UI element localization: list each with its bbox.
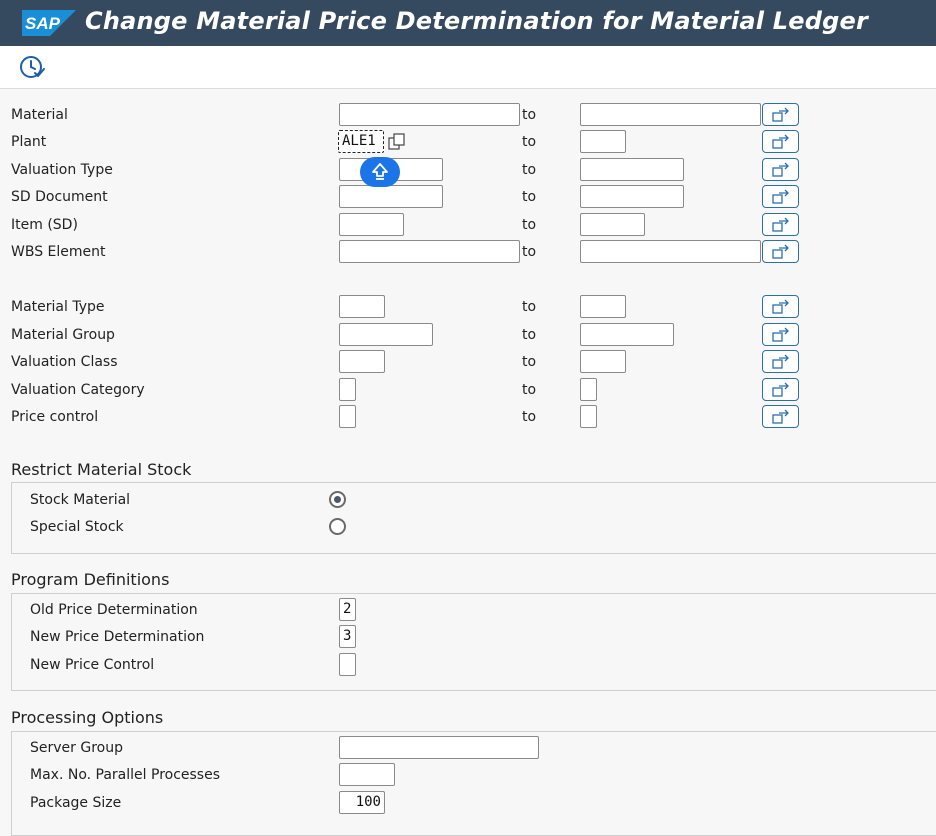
- multiple-selection-button[interactable]: [762, 185, 799, 208]
- to-label: to: [522, 409, 537, 425]
- server-group-label: Server Group: [30, 740, 123, 756]
- stock-material-label: Stock Material: [30, 492, 131, 508]
- material-type-to-input[interactable]: [580, 295, 626, 318]
- old-price-determination-input[interactable]: 2: [339, 598, 356, 621]
- multiple-selection-button[interactable]: [762, 130, 799, 153]
- to-label: to: [522, 327, 537, 343]
- label-plant: Plant: [11, 134, 47, 150]
- to-label: to: [522, 354, 537, 370]
- svg-text:SAP: SAP: [25, 14, 61, 33]
- valuation-category-to-input[interactable]: [580, 378, 597, 401]
- new-price-control-input[interactable]: [339, 653, 356, 676]
- valuation-type-to-input[interactable]: [580, 158, 684, 181]
- label-item-sd: Item (SD): [11, 217, 78, 233]
- label-sd-document: SD Document: [11, 189, 108, 205]
- material-group-to-input[interactable]: [580, 323, 674, 346]
- label-valuation-class: Valuation Class: [11, 354, 118, 370]
- item-sd-to-input[interactable]: [580, 213, 645, 236]
- plant-to-input[interactable]: [580, 130, 626, 153]
- label-material: Material: [11, 107, 68, 123]
- multiple-selection-icon: [772, 217, 789, 232]
- to-label: to: [522, 189, 537, 205]
- new-price-determination-label: New Price Determination: [30, 629, 205, 645]
- multiple-selection-button[interactable]: [762, 213, 799, 236]
- application-toolbar: [0, 46, 936, 89]
- multiple-selection-icon: [772, 409, 789, 424]
- to-label: to: [522, 299, 537, 315]
- label-material-type: Material Type: [11, 299, 105, 315]
- new-price-determination-input[interactable]: 3: [339, 625, 356, 648]
- multiple-selection-button[interactable]: [762, 323, 799, 346]
- multiple-selection-icon: [772, 299, 789, 314]
- material-group-from-input[interactable]: [339, 323, 433, 346]
- valuation-category-from-input[interactable]: [339, 378, 356, 401]
- special-stock-label: Special Stock: [30, 519, 124, 535]
- multiple-selection-icon: [772, 354, 789, 369]
- title-bar: SAP Change Material Price Determination …: [0, 0, 936, 46]
- to-label: to: [522, 107, 537, 123]
- section-title-program-definitions: Program Definitions: [11, 570, 170, 589]
- new-price-control-label: New Price Control: [30, 657, 155, 673]
- multiple-selection-button[interactable]: [762, 405, 799, 428]
- multiple-selection-icon: [772, 189, 789, 204]
- server-group-input[interactable]: [339, 736, 539, 759]
- multiple-selection-button[interactable]: [762, 103, 799, 126]
- multiple-selection-icon: [772, 134, 789, 149]
- upload-arrow-icon[interactable]: [360, 157, 400, 187]
- page-title: Change Material Price Determination for …: [85, 7, 868, 35]
- valuation-class-from-input[interactable]: [339, 350, 385, 373]
- section-title-restrict-stock: Restrict Material Stock: [11, 460, 192, 479]
- multiple-selection-button[interactable]: [762, 240, 799, 263]
- package-size-label: Package Size: [30, 795, 122, 811]
- max-parallel-processes-input[interactable]: [339, 763, 395, 786]
- to-label: to: [522, 382, 537, 398]
- label-price-control: Price control: [11, 409, 99, 425]
- multiple-selection-icon: [772, 244, 789, 259]
- clock-execute-icon[interactable]: [18, 55, 46, 81]
- plant-from-input[interactable]: ALE1: [338, 130, 384, 153]
- item-sd-from-input[interactable]: [339, 213, 404, 236]
- multiple-selection-icon: [772, 162, 789, 177]
- material-to-input[interactable]: [580, 103, 761, 126]
- multiple-selection-button[interactable]: [762, 378, 799, 401]
- price-control-to-input[interactable]: [580, 405, 597, 428]
- wbs-element-to-input[interactable]: [580, 240, 761, 263]
- restrict-stock-group: [11, 482, 936, 554]
- special-stock-radio[interactable]: [329, 518, 346, 535]
- package-size-input[interactable]: 100: [339, 791, 385, 814]
- program-definitions-group: [11, 593, 936, 691]
- old-price-determination-label: Old Price Determination: [30, 602, 198, 618]
- multiple-selection-button[interactable]: [762, 158, 799, 181]
- label-material-group: Material Group: [11, 327, 115, 343]
- to-label: to: [522, 244, 537, 260]
- to-label: to: [522, 162, 537, 178]
- label-valuation-category: Valuation Category: [11, 382, 145, 398]
- sap-logo: SAP: [22, 10, 76, 36]
- multiple-selection-icon: [772, 107, 789, 122]
- multiple-selection-button[interactable]: [762, 350, 799, 373]
- multiple-selection-icon: [772, 327, 789, 342]
- to-label: to: [522, 217, 537, 233]
- price-control-from-input[interactable]: [339, 405, 356, 428]
- multiple-selection-button[interactable]: [762, 295, 799, 318]
- label-wbs-element: WBS Element: [11, 244, 106, 260]
- wbs-element-from-input[interactable]: [339, 240, 520, 263]
- to-label: to: [522, 134, 537, 150]
- multiple-selection-icon: [772, 382, 789, 397]
- valuation-class-to-input[interactable]: [580, 350, 626, 373]
- material-from-input[interactable]: [339, 103, 520, 126]
- copy-icon[interactable]: [387, 132, 407, 152]
- stock-material-radio[interactable]: [329, 491, 346, 508]
- sd-document-from-input[interactable]: [339, 185, 443, 208]
- material-type-from-input[interactable]: [339, 295, 385, 318]
- max-parallel-processes-label: Max. No. Parallel Processes: [30, 767, 221, 783]
- sd-document-to-input[interactable]: [580, 185, 684, 208]
- section-title-processing-options: Processing Options: [11, 708, 164, 727]
- label-valuation-type: Valuation Type: [11, 162, 113, 178]
